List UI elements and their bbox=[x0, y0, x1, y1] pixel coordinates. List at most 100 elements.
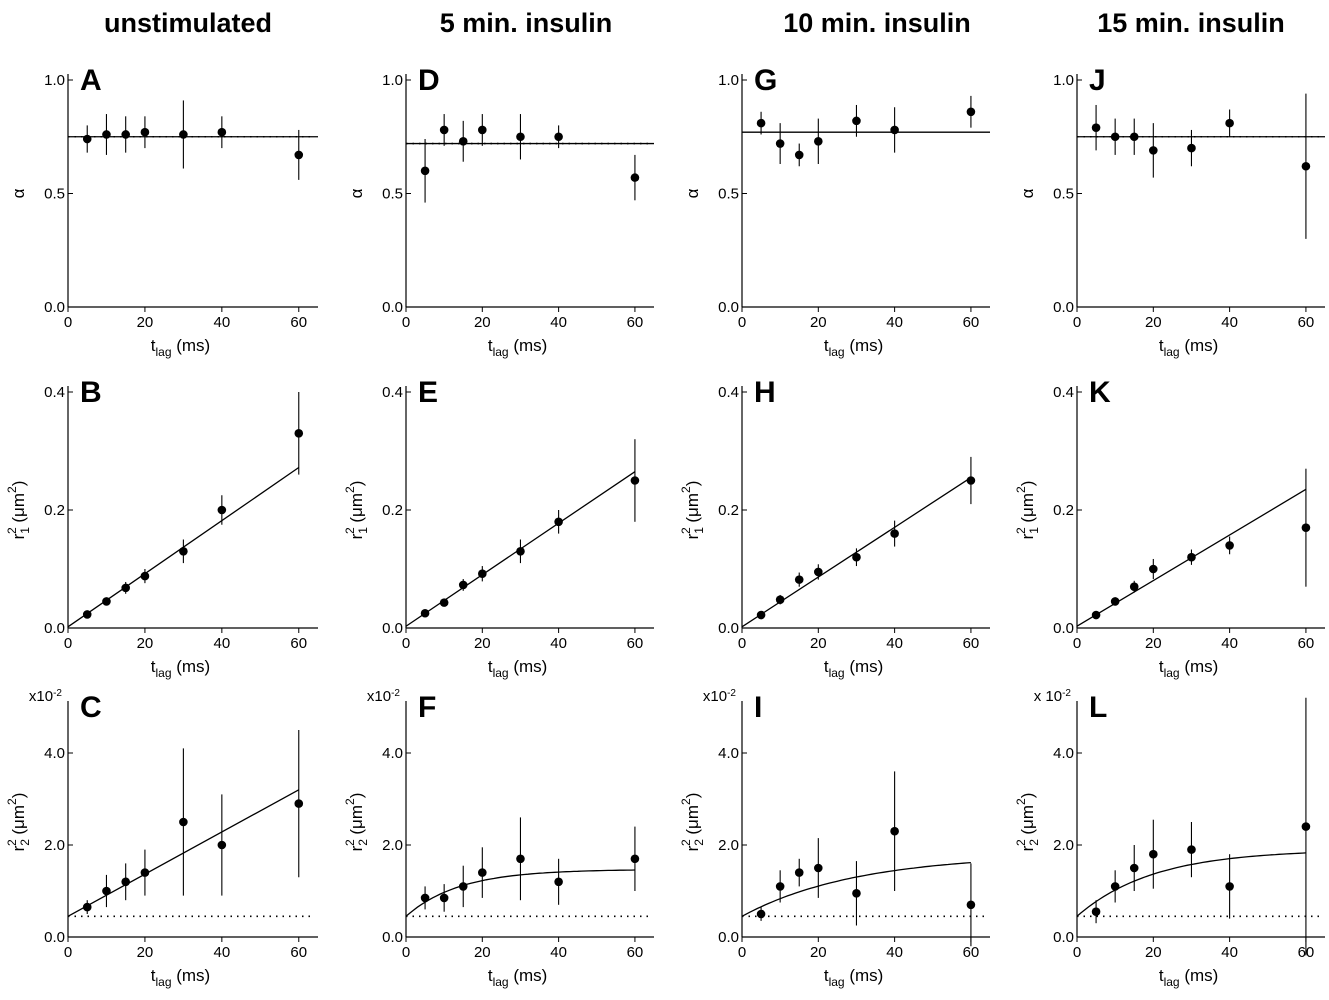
data-point bbox=[439, 125, 449, 135]
data-point bbox=[516, 547, 525, 556]
y-tick-label: 0.0 bbox=[1053, 620, 1074, 637]
x-tick-label: 40 bbox=[214, 314, 231, 331]
data-point bbox=[756, 118, 766, 128]
data-point bbox=[1301, 822, 1311, 831]
x-tick-label: 20 bbox=[137, 944, 154, 961]
data-point bbox=[121, 130, 130, 139]
y-tick-label: 0.4 bbox=[718, 384, 739, 401]
data-point bbox=[1149, 146, 1158, 155]
y-tick-label: 1.0 bbox=[1053, 72, 1074, 89]
y-axis-label: r22 (μm2) bbox=[5, 793, 32, 852]
data-point bbox=[102, 130, 111, 139]
x-tick-label: 0 bbox=[738, 635, 746, 652]
data-point bbox=[554, 132, 563, 142]
x-axis-label: tlag (ms) bbox=[1159, 966, 1218, 989]
y-factor-label: x10-2 bbox=[367, 688, 401, 706]
data-point bbox=[179, 817, 188, 827]
data-point bbox=[121, 583, 130, 593]
data-point bbox=[458, 136, 468, 146]
data-point bbox=[1091, 123, 1101, 132]
y-axis-label: r12 (μm2) bbox=[1014, 481, 1041, 540]
data-point bbox=[420, 893, 430, 903]
x-tick-label: 20 bbox=[810, 944, 827, 961]
data-point bbox=[1149, 564, 1158, 574]
y-tick-label: 0.4 bbox=[382, 384, 403, 401]
y-tick-label: 4.0 bbox=[718, 745, 739, 762]
y-tick-label: 0.2 bbox=[382, 502, 403, 519]
data-point bbox=[890, 125, 899, 135]
data-point bbox=[458, 580, 468, 590]
y-tick-label: 2.0 bbox=[382, 837, 403, 854]
x-tick-label: 40 bbox=[550, 944, 567, 961]
data-point bbox=[439, 893, 449, 903]
y-tick-label: 0.0 bbox=[382, 620, 403, 637]
data-point bbox=[852, 116, 861, 126]
y-tick-label: 0.0 bbox=[1053, 299, 1074, 316]
col-title-1: unstimulated bbox=[103, 8, 272, 38]
y-tick-label: 4.0 bbox=[1053, 745, 1074, 762]
panel-label: E bbox=[418, 376, 438, 409]
data-point bbox=[1129, 582, 1139, 591]
data-point bbox=[1187, 552, 1196, 562]
data-point bbox=[82, 134, 92, 144]
data-point bbox=[478, 125, 487, 135]
y-tick-label: 0.0 bbox=[1053, 929, 1074, 946]
data-point bbox=[140, 868, 150, 877]
x-axis-label: tlag (ms) bbox=[488, 966, 547, 989]
y-tick-label: 2.0 bbox=[718, 837, 739, 854]
panel-label: K bbox=[1089, 376, 1111, 409]
y-tick-label: 4.0 bbox=[382, 745, 403, 762]
x-tick-label: 60 bbox=[1298, 314, 1315, 331]
x-tick-label: 20 bbox=[474, 944, 491, 961]
y-factor-label: x 10-2 bbox=[1034, 688, 1072, 706]
x-tick-label: 0 bbox=[402, 944, 410, 961]
x-tick-label: 60 bbox=[1298, 635, 1315, 652]
x-tick-label: 20 bbox=[137, 314, 154, 331]
data-point bbox=[630, 854, 640, 864]
data-point bbox=[294, 150, 304, 160]
x-tick-label: 60 bbox=[627, 314, 644, 331]
panel-label: A bbox=[80, 64, 102, 97]
x-tick-label: 40 bbox=[886, 944, 903, 961]
x-tick-label: 0 bbox=[402, 314, 410, 331]
x-axis-label: tlag (ms) bbox=[151, 966, 210, 989]
data-point bbox=[756, 909, 766, 919]
x-tick-label: 20 bbox=[137, 635, 154, 652]
y-factor-label: x10-2 bbox=[703, 688, 737, 706]
x-tick-label: 20 bbox=[1145, 944, 1162, 961]
x-tick-label: 20 bbox=[474, 635, 491, 652]
y-tick-label: 0.0 bbox=[44, 620, 65, 637]
x-tick-label: 20 bbox=[474, 314, 491, 331]
data-point bbox=[102, 886, 111, 896]
y-tick-label: 0.5 bbox=[1053, 186, 1074, 203]
y-tick-label: 0.0 bbox=[718, 620, 739, 637]
y-tick-label: 0.5 bbox=[44, 186, 65, 203]
data-point bbox=[478, 569, 487, 579]
data-point bbox=[890, 529, 899, 538]
data-point bbox=[966, 107, 976, 117]
data-point bbox=[775, 595, 785, 604]
x-tick-label: 60 bbox=[963, 635, 980, 652]
data-point bbox=[1225, 882, 1234, 891]
data-point bbox=[814, 567, 823, 577]
x-axis-label: tlag (ms) bbox=[824, 336, 883, 359]
data-point bbox=[294, 799, 304, 808]
data-point bbox=[1301, 161, 1311, 171]
data-point bbox=[478, 868, 487, 877]
data-point bbox=[1110, 597, 1120, 606]
y-axis-label: α bbox=[347, 188, 366, 198]
x-axis-label: tlag (ms) bbox=[824, 966, 883, 989]
panel-label: J bbox=[1089, 64, 1106, 97]
x-tick-label: 0 bbox=[402, 635, 410, 652]
x-axis-label: tlag (ms) bbox=[1159, 657, 1218, 680]
data-point bbox=[179, 130, 188, 139]
y-tick-label: 0.5 bbox=[382, 186, 403, 203]
y-axis-label: r22 (μm2) bbox=[1014, 793, 1041, 852]
data-point bbox=[1187, 143, 1196, 153]
data-point bbox=[1225, 118, 1234, 128]
